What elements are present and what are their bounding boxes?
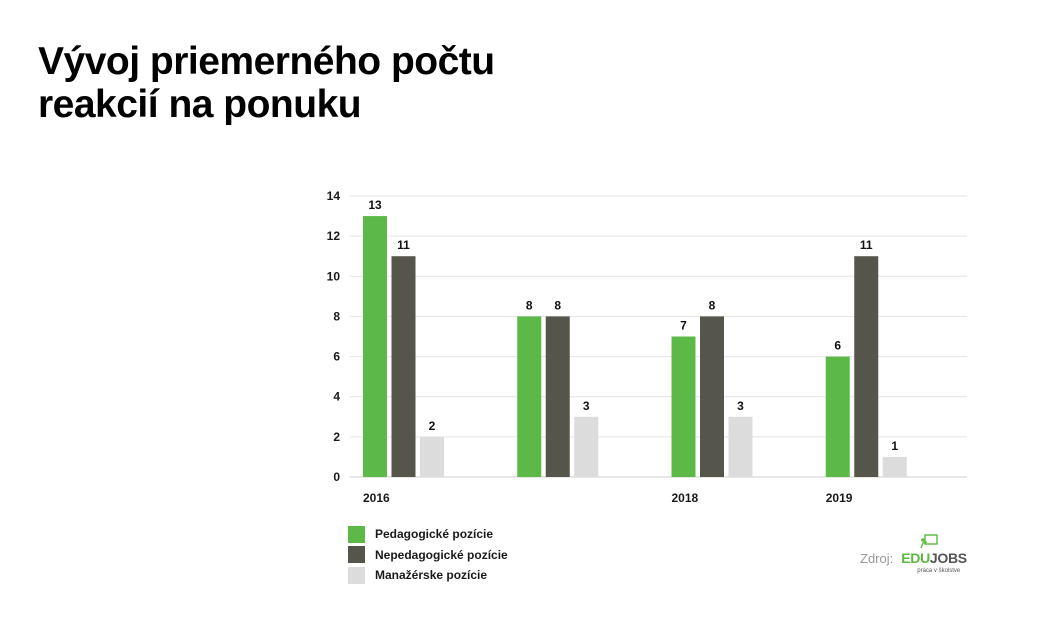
bar [854, 256, 879, 477]
data-label: 7 [680, 319, 687, 333]
logo-tagline: práca v školstve [917, 568, 961, 574]
data-label: 2 [429, 419, 436, 433]
bar [671, 336, 696, 477]
data-label: 3 [737, 399, 744, 413]
y-tick-label: 14 [327, 189, 341, 203]
bar [545, 316, 570, 477]
y-tick-label: 10 [327, 269, 341, 283]
legend-label-manazerske: Manažérske pozície [375, 568, 488, 583]
y-tick-label: 0 [333, 470, 340, 484]
y-tick-label: 8 [333, 309, 340, 323]
bar [420, 436, 444, 477]
bar [363, 216, 387, 478]
person-at-board-icon [920, 534, 938, 549]
data-label: 11 [860, 238, 873, 252]
data-label: 13 [368, 198, 382, 212]
y-tick-label: 6 [333, 350, 340, 364]
legend-swatch-pedagogicke [348, 525, 365, 543]
bar [391, 256, 416, 477]
data-label: 1 [891, 439, 898, 453]
bar [700, 316, 724, 477]
legend-swatch-nepedagogicke [348, 546, 365, 564]
data-label: 3 [583, 399, 590, 413]
y-tick-label: 4 [333, 390, 340, 404]
legend-item-manazerske: Manažérske pozície [348, 565, 508, 586]
chart-title-line-1: Vývoj priemerného počtu [38, 40, 495, 83]
bar [574, 416, 599, 477]
bar [728, 416, 753, 477]
data-label: 8 [526, 298, 533, 312]
data-label: 8 [554, 298, 561, 312]
data-label: 6 [834, 339, 841, 353]
source-attribution: Zdroj: EDUJOBS práca v školstve [860, 534, 971, 580]
bar [825, 356, 850, 477]
x-axis-ticks: 2016 2018 2019 [363, 491, 853, 505]
bar [517, 316, 542, 477]
legend-label-nepedagogicke: Nepedagogické pozície [375, 547, 508, 562]
logo-jobs-text: JOBS [929, 550, 967, 566]
legend-item-pedagogicke: Pedagogické pozície [348, 524, 508, 545]
logo-wordmark: EDUJOBS [901, 550, 967, 566]
legend-item-nepedagogicke: Nepedagogické pozície [348, 545, 508, 566]
legend-swatch-manazerske [348, 566, 365, 584]
data-label: 11 [397, 238, 410, 252]
x-tick-label: 2018 [672, 491, 699, 505]
bars [363, 216, 907, 478]
chart-legend: Pedagogické pozície Nepedagogické pozíci… [348, 524, 508, 586]
data-label: 8 [709, 298, 716, 312]
chart-title-line-2: reakcií na ponuku [38, 83, 362, 126]
x-tick-label: 2019 [826, 491, 853, 505]
edujobs-logo: EDUJOBS práca v školstve [901, 534, 971, 580]
y-tick-label: 12 [327, 229, 341, 243]
y-axis-ticks: 0 2 4 6 8 10 12 14 [327, 189, 341, 484]
legend-label-pedagogicke: Pedagogické pozície [375, 527, 494, 542]
y-tick-label: 2 [333, 430, 340, 444]
source-label: Zdroj: [860, 551, 894, 566]
chart-title: Vývoj priemerného počtu reakcií na ponuk… [38, 40, 495, 126]
x-tick-label: 2016 [363, 491, 390, 505]
logo-edu-text: EDU [901, 550, 930, 566]
bar [882, 456, 907, 477]
